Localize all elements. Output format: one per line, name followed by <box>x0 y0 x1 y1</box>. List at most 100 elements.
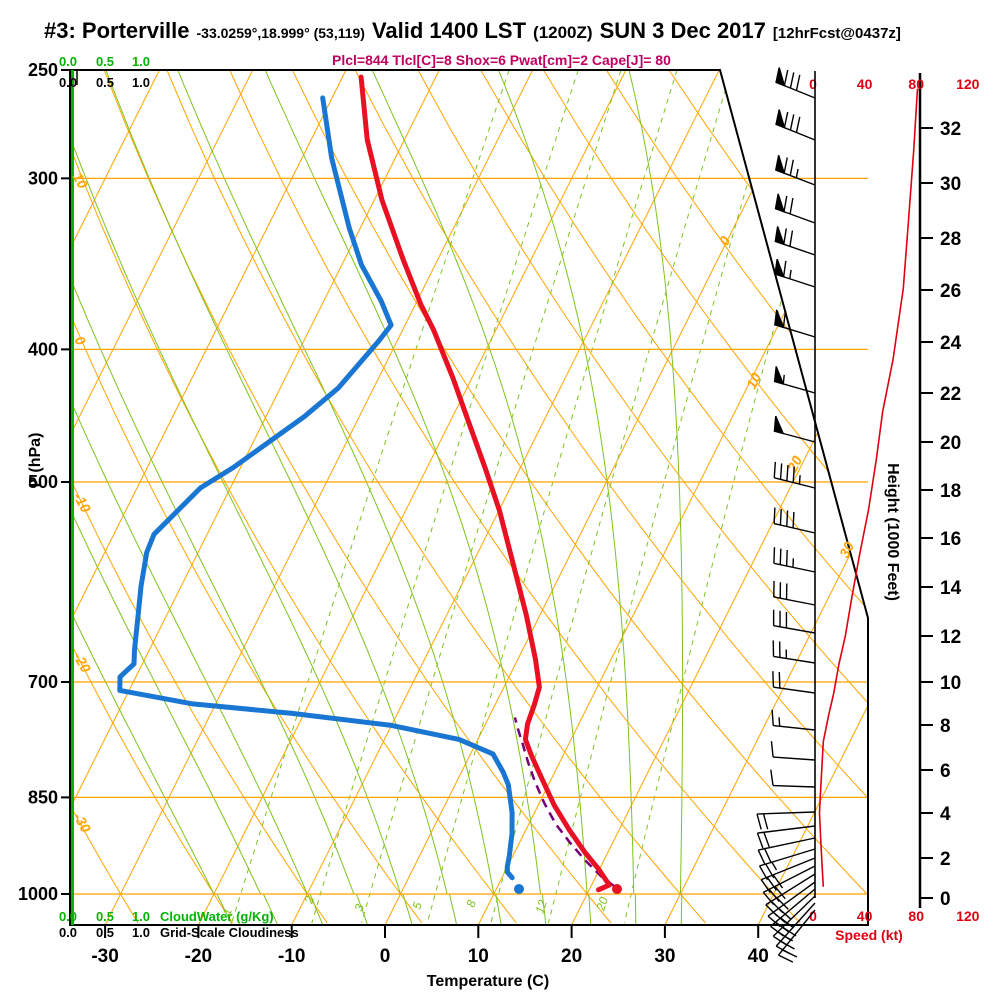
wind-barb-feather <box>786 510 789 527</box>
temperature-tick-label: 0 <box>380 946 391 967</box>
wind-barb-feather <box>774 885 786 900</box>
wind-barb-feather <box>783 111 789 128</box>
wind-barb <box>757 811 816 815</box>
wind-barb-feather <box>785 549 788 566</box>
wind-barb <box>773 686 816 694</box>
temperature-tick-label: 40 <box>748 946 769 967</box>
valid-time: Valid 1400 LST <box>371 18 527 43</box>
wind-barb <box>775 902 816 947</box>
mixing-ratio-label: 12 <box>532 898 550 915</box>
cloudwater-scale-title: CloudWater (g/Kg) <box>160 909 274 924</box>
wind-barb <box>777 909 816 956</box>
wind-barb <box>765 873 816 906</box>
pressure-tick-label: 250 <box>28 60 58 80</box>
wind-barb-pennant <box>774 258 785 278</box>
wind-barb-feather <box>792 511 795 528</box>
temperature-axis-title: Temperature (C) <box>427 973 549 990</box>
wind-barb-feather <box>773 461 777 478</box>
forecast-tag: [12hrFcst@0437z] <box>772 25 901 42</box>
wind-barb-feather <box>779 463 783 480</box>
height-tick-label: 18 <box>940 481 961 502</box>
wind-barb-feather <box>776 897 789 910</box>
wind-barb-feather <box>770 741 774 758</box>
wind-barb-feather <box>779 508 782 526</box>
wind-barb-feather <box>795 116 801 133</box>
wind-barb-feather <box>779 548 782 565</box>
wind-barb-feather <box>778 954 794 963</box>
mixing-ratio-label: 8 <box>464 898 479 909</box>
wind-barb <box>773 784 816 788</box>
isotherm-lines <box>70 70 868 925</box>
zulu-time: (1200Z) <box>533 23 593 42</box>
chart-title: #3: Porterville -33.0259°,18.999° (53,11… <box>44 18 901 44</box>
speed-tick-top: 80 <box>908 76 924 92</box>
height-tick-label: 22 <box>940 384 961 405</box>
temperature-tick-label: 10 <box>468 946 489 967</box>
speed-tick-bottom: 0 <box>809 908 817 924</box>
dry-adiabat-label: 10 <box>70 170 92 192</box>
station-title: #3: Porterville <box>44 18 190 43</box>
wind-barb-feather <box>782 949 798 958</box>
cloudiness-scale-tick-bottom: 0.5 <box>96 925 114 940</box>
dewpoint-curve <box>117 95 515 881</box>
wind-barb-feather <box>766 876 778 891</box>
temperature-tick-label: 20 <box>561 946 582 967</box>
mixing-ratio-label: 1 <box>220 906 235 917</box>
wind-barb-pennant <box>774 155 786 175</box>
cloudiness-scale-title: Grid-Scale Cloudiness <box>160 925 299 940</box>
wind-barb-feather <box>770 769 774 786</box>
wind-barb-feather <box>789 198 794 215</box>
height-tick-label: 8 <box>940 716 951 737</box>
wind-barb <box>773 625 816 634</box>
height-tick-label: 12 <box>940 627 961 648</box>
height-tick-label: 28 <box>940 229 961 250</box>
wind-barb-feather <box>757 849 766 865</box>
wind-barb-feather <box>789 114 795 131</box>
mixing-ratio-label: 5 <box>410 900 425 911</box>
cloudwater-scale-tick-top: 0.5 <box>96 54 114 69</box>
wind-barb <box>773 756 816 761</box>
sounding-curves <box>117 74 616 893</box>
wind-barb-feather <box>772 911 786 924</box>
height-tick-label: 16 <box>940 529 961 550</box>
wind-barb-feather <box>772 671 775 688</box>
wind-barb-feather <box>789 230 794 247</box>
wind-barb-feather <box>773 547 776 564</box>
cloudiness-scale-tick-top: 0.5 <box>96 75 114 90</box>
wind-barb-feather <box>763 848 773 864</box>
cloudiness-scale-tick-top: 0.0 <box>59 75 77 90</box>
height-tick-label: 32 <box>940 119 961 140</box>
wind-barb <box>774 477 816 489</box>
pressure-tick-label: 400 <box>28 339 58 359</box>
surface-dewpoint-dot <box>514 884 524 894</box>
wind-barb <box>773 655 816 664</box>
wind-barb-feather <box>763 832 771 848</box>
wind-barb-feather <box>780 940 795 950</box>
wind-barb-half-feather <box>782 374 785 384</box>
cloudwater-scale-tick-top: 0.0 <box>59 54 77 69</box>
dry-adiabat-lines <box>70 70 868 924</box>
speed-axis-title: Speed (kt) <box>835 927 903 943</box>
cloudwater-scales: 0.00.00.00.00.50.50.50.51.01.01.01.0Clou… <box>59 54 299 940</box>
wind-barb <box>773 724 816 731</box>
height-tick-label: 4 <box>940 804 951 825</box>
wind-barb-feather <box>782 311 787 328</box>
wind-speed-profile <box>818 88 919 887</box>
wind-barb-pennant <box>775 109 786 129</box>
cloudwater-scale-tick-top: 1.0 <box>132 54 150 69</box>
wind-barb <box>773 562 816 573</box>
isotherm-label: 20 <box>783 453 805 475</box>
temperature-tick-label: -30 <box>91 946 118 967</box>
mixing-ratio-label: 2 <box>301 894 317 906</box>
pressure-gridlines <box>70 177 868 895</box>
isotherm-label: 30 <box>836 539 857 560</box>
wind-barb-pennant <box>775 67 786 87</box>
cloudiness-scale-tick-bottom: 0.0 <box>59 925 77 940</box>
wind-barb-pennant <box>774 226 785 246</box>
wind-barb <box>773 522 816 534</box>
wind-barb-feather <box>772 874 784 889</box>
